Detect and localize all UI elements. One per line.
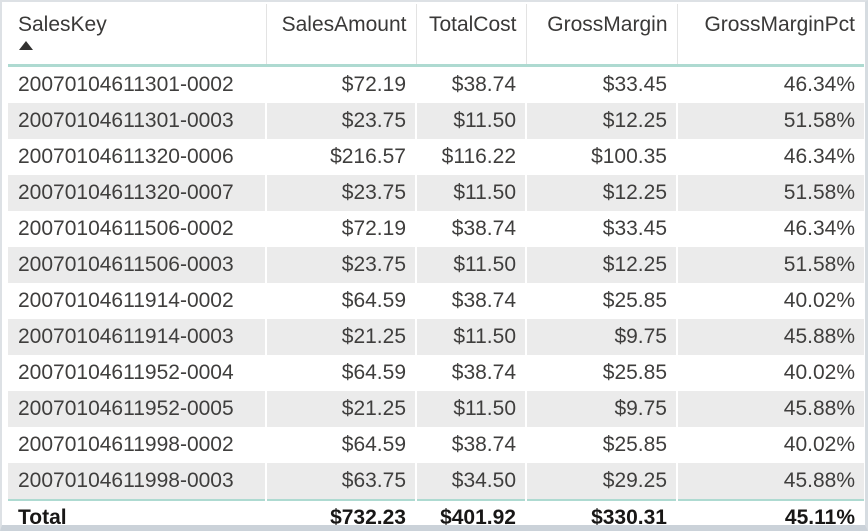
column-header-label: GrossMargin <box>547 13 668 36</box>
table-footer: Total $732.23 $401.92 $330.31 45.11% <box>8 499 864 525</box>
cell-totalcost: $11.50 <box>415 247 526 283</box>
total-label: Total <box>8 499 266 525</box>
cell-grossmarginpct: 45.88% <box>676 463 864 500</box>
cell-grossmargin: $12.25 <box>525 103 677 139</box>
cell-grossmarginpct: 46.34% <box>676 65 864 103</box>
cell-salesamount: $64.59 <box>265 427 416 463</box>
cell-totalcost: $34.50 <box>415 463 526 500</box>
table-row[interactable]: 20070104611952-0005 $21.25 $11.50 $9.75 … <box>8 391 864 427</box>
column-header-salesamount[interactable]: SalesAmount <box>265 4 416 67</box>
table-row[interactable]: 20070104611506-0003 $23.75 $11.50 $12.25… <box>8 247 864 283</box>
table-body: 20070104611301-0002 $72.19 $38.74 $33.45… <box>8 65 864 500</box>
total-grossmargin: $330.31 <box>525 499 677 525</box>
cell-grossmarginpct: 45.88% <box>676 391 864 427</box>
cell-grossmargin: $12.25 <box>525 247 677 283</box>
cell-saleskey: 20070104611914-0003 <box>8 319 266 355</box>
cell-totalcost: $38.74 <box>415 283 526 319</box>
column-header-grossmargin[interactable]: GrossMargin <box>525 4 677 67</box>
cell-salesamount: $72.19 <box>265 211 416 247</box>
cell-salesamount: $216.57 <box>265 139 416 175</box>
cell-grossmarginpct: 40.02% <box>676 355 864 391</box>
cell-totalcost: $38.74 <box>415 427 526 463</box>
cell-grossmargin: $12.25 <box>525 175 677 211</box>
cell-totalcost: $11.50 <box>415 175 526 211</box>
column-header-label: GrossMarginPct <box>704 13 855 36</box>
cell-salesamount: $23.75 <box>265 103 416 139</box>
cell-salesamount: $21.25 <box>265 391 416 427</box>
cell-grossmarginpct: 46.34% <box>676 211 864 247</box>
cell-grossmargin: $29.25 <box>525 463 677 500</box>
sales-table: SalesKey SalesAmount TotalCost GrossMarg… <box>8 4 864 525</box>
total-totalcost: $401.92 <box>415 499 526 525</box>
cell-grossmargin: $9.75 <box>525 391 677 427</box>
cell-saleskey: 20070104611320-0007 <box>8 175 266 211</box>
cell-totalcost: $38.74 <box>415 65 526 103</box>
cell-grossmargin: $100.35 <box>525 139 677 175</box>
cell-saleskey: 20070104611914-0002 <box>8 283 266 319</box>
table-row[interactable]: 20070104611914-0003 $21.25 $11.50 $9.75 … <box>8 319 864 355</box>
cell-totalcost: $11.50 <box>415 391 526 427</box>
cell-grossmargin: $25.85 <box>525 355 677 391</box>
cell-grossmargin: $9.75 <box>525 319 677 355</box>
total-salesamount: $732.23 <box>265 499 416 525</box>
cell-salesamount: $23.75 <box>265 175 416 211</box>
cell-grossmargin: $33.45 <box>525 65 677 103</box>
cell-saleskey: 20070104611952-0004 <box>8 355 266 391</box>
table-row[interactable]: 20070104611301-0003 $23.75 $11.50 $12.25… <box>8 103 864 139</box>
cell-grossmargin: $25.85 <box>525 427 677 463</box>
cell-grossmargin: $33.45 <box>525 211 677 247</box>
table-row[interactable]: 20070104611952-0004 $64.59 $38.74 $25.85… <box>8 355 864 391</box>
cell-saleskey: 20070104611952-0005 <box>8 391 266 427</box>
table-row[interactable]: 20070104611914-0002 $64.59 $38.74 $25.85… <box>8 283 864 319</box>
total-grossmarginpct: 45.11% <box>676 499 864 525</box>
cell-saleskey: 20070104611998-0002 <box>8 427 266 463</box>
cell-grossmargin: $25.85 <box>525 283 677 319</box>
cell-totalcost: $38.74 <box>415 211 526 247</box>
cell-salesamount: $72.19 <box>265 65 416 103</box>
cell-saleskey: 20070104611506-0003 <box>8 247 266 283</box>
cell-grossmarginpct: 40.02% <box>676 427 864 463</box>
table-header: SalesKey SalesAmount TotalCost GrossMarg… <box>8 4 864 67</box>
column-header-label: SalesAmount <box>281 13 407 36</box>
cell-grossmarginpct: 51.58% <box>676 103 864 139</box>
cell-saleskey: 20070104611506-0002 <box>8 211 266 247</box>
cell-grossmarginpct: 51.58% <box>676 247 864 283</box>
cell-totalcost: $38.74 <box>415 355 526 391</box>
cell-saleskey: 20070104611301-0003 <box>8 103 266 139</box>
column-header-totalcost[interactable]: TotalCost <box>415 4 526 67</box>
table-row[interactable]: 20070104611998-0002 $64.59 $38.74 $25.85… <box>8 427 864 463</box>
cell-saleskey: 20070104611998-0003 <box>8 463 266 500</box>
cell-totalcost: $11.50 <box>415 319 526 355</box>
cell-totalcost: $11.50 <box>415 103 526 139</box>
column-header-saleskey[interactable]: SalesKey <box>8 4 266 67</box>
table-row[interactable]: 20070104611506-0002 $72.19 $38.74 $33.45… <box>8 211 864 247</box>
header-row: SalesKey SalesAmount TotalCost GrossMarg… <box>8 4 864 67</box>
cell-grossmarginpct: 46.34% <box>676 139 864 175</box>
cell-totalcost: $116.22 <box>415 139 526 175</box>
column-header-label: TotalCost <box>428 13 517 36</box>
column-header-label: SalesKey <box>18 13 107 36</box>
table-row[interactable]: 20070104611320-0007 $23.75 $11.50 $12.25… <box>8 175 864 211</box>
cell-salesamount: $63.75 <box>265 463 416 500</box>
table-row[interactable]: 20070104611320-0006 $216.57 $116.22 $100… <box>8 139 864 175</box>
cell-grossmarginpct: 40.02% <box>676 283 864 319</box>
total-row: Total $732.23 $401.92 $330.31 45.11% <box>8 499 864 525</box>
cell-salesamount: $23.75 <box>265 247 416 283</box>
column-header-grossmarginpct[interactable]: GrossMarginPct <box>676 4 864 67</box>
cell-salesamount: $21.25 <box>265 319 416 355</box>
cell-grossmarginpct: 45.88% <box>676 319 864 355</box>
table-row[interactable]: 20070104611998-0003 $63.75 $34.50 $29.25… <box>8 463 864 500</box>
cell-saleskey: 20070104611320-0006 <box>8 139 266 175</box>
sort-ascending-icon <box>19 41 33 50</box>
table-row[interactable]: 20070104611301-0002 $72.19 $38.74 $33.45… <box>8 65 864 103</box>
cell-salesamount: $64.59 <box>265 283 416 319</box>
cell-grossmarginpct: 51.58% <box>676 175 864 211</box>
cell-saleskey: 20070104611301-0002 <box>8 65 266 103</box>
cell-salesamount: $64.59 <box>265 355 416 391</box>
